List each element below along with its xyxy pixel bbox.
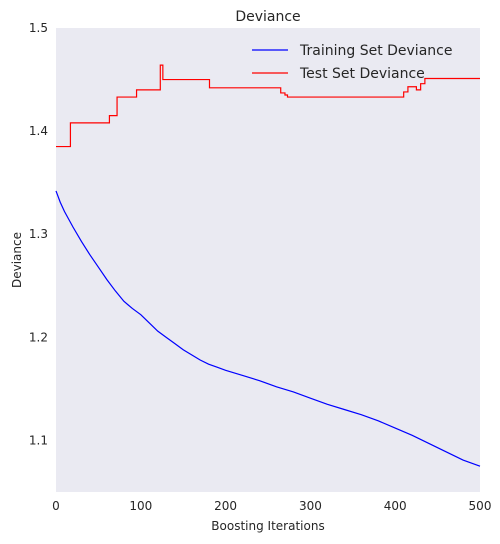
x-axis-ticks: 0 100 200 300 400 500 [52,499,491,513]
training-deviance-line [55,190,481,467]
y-axis-label: Deviance [10,232,24,288]
x-axis-label: Boosting Iterations [211,519,324,533]
x-tick-label: 500 [469,499,492,513]
plot-area [56,28,480,492]
x-tick-label: 100 [129,499,152,513]
x-tick-label: 300 [299,499,322,513]
y-tick-label: 1.5 [29,21,48,35]
y-tick-label: 1.2 [29,330,48,344]
test-deviance-line [56,64,480,148]
legend: Training Set Deviance Test Set Deviance [252,43,452,82]
y-tick-label: 1.1 [29,433,48,447]
y-tick-label: 1.4 [29,124,48,138]
legend-label: Training Set Deviance [299,43,452,59]
y-tick-label: 1.3 [29,227,48,241]
chart-title: Deviance [235,9,300,25]
x-tick-label: 400 [384,499,407,513]
x-tick-label: 0 [52,499,60,513]
series-layer [55,64,481,467]
x-tick-label: 200 [214,499,237,513]
y-axis-ticks: 1.1 1.2 1.3 1.4 1.5 [29,21,48,447]
legend-label: Test Set Deviance [299,66,425,82]
